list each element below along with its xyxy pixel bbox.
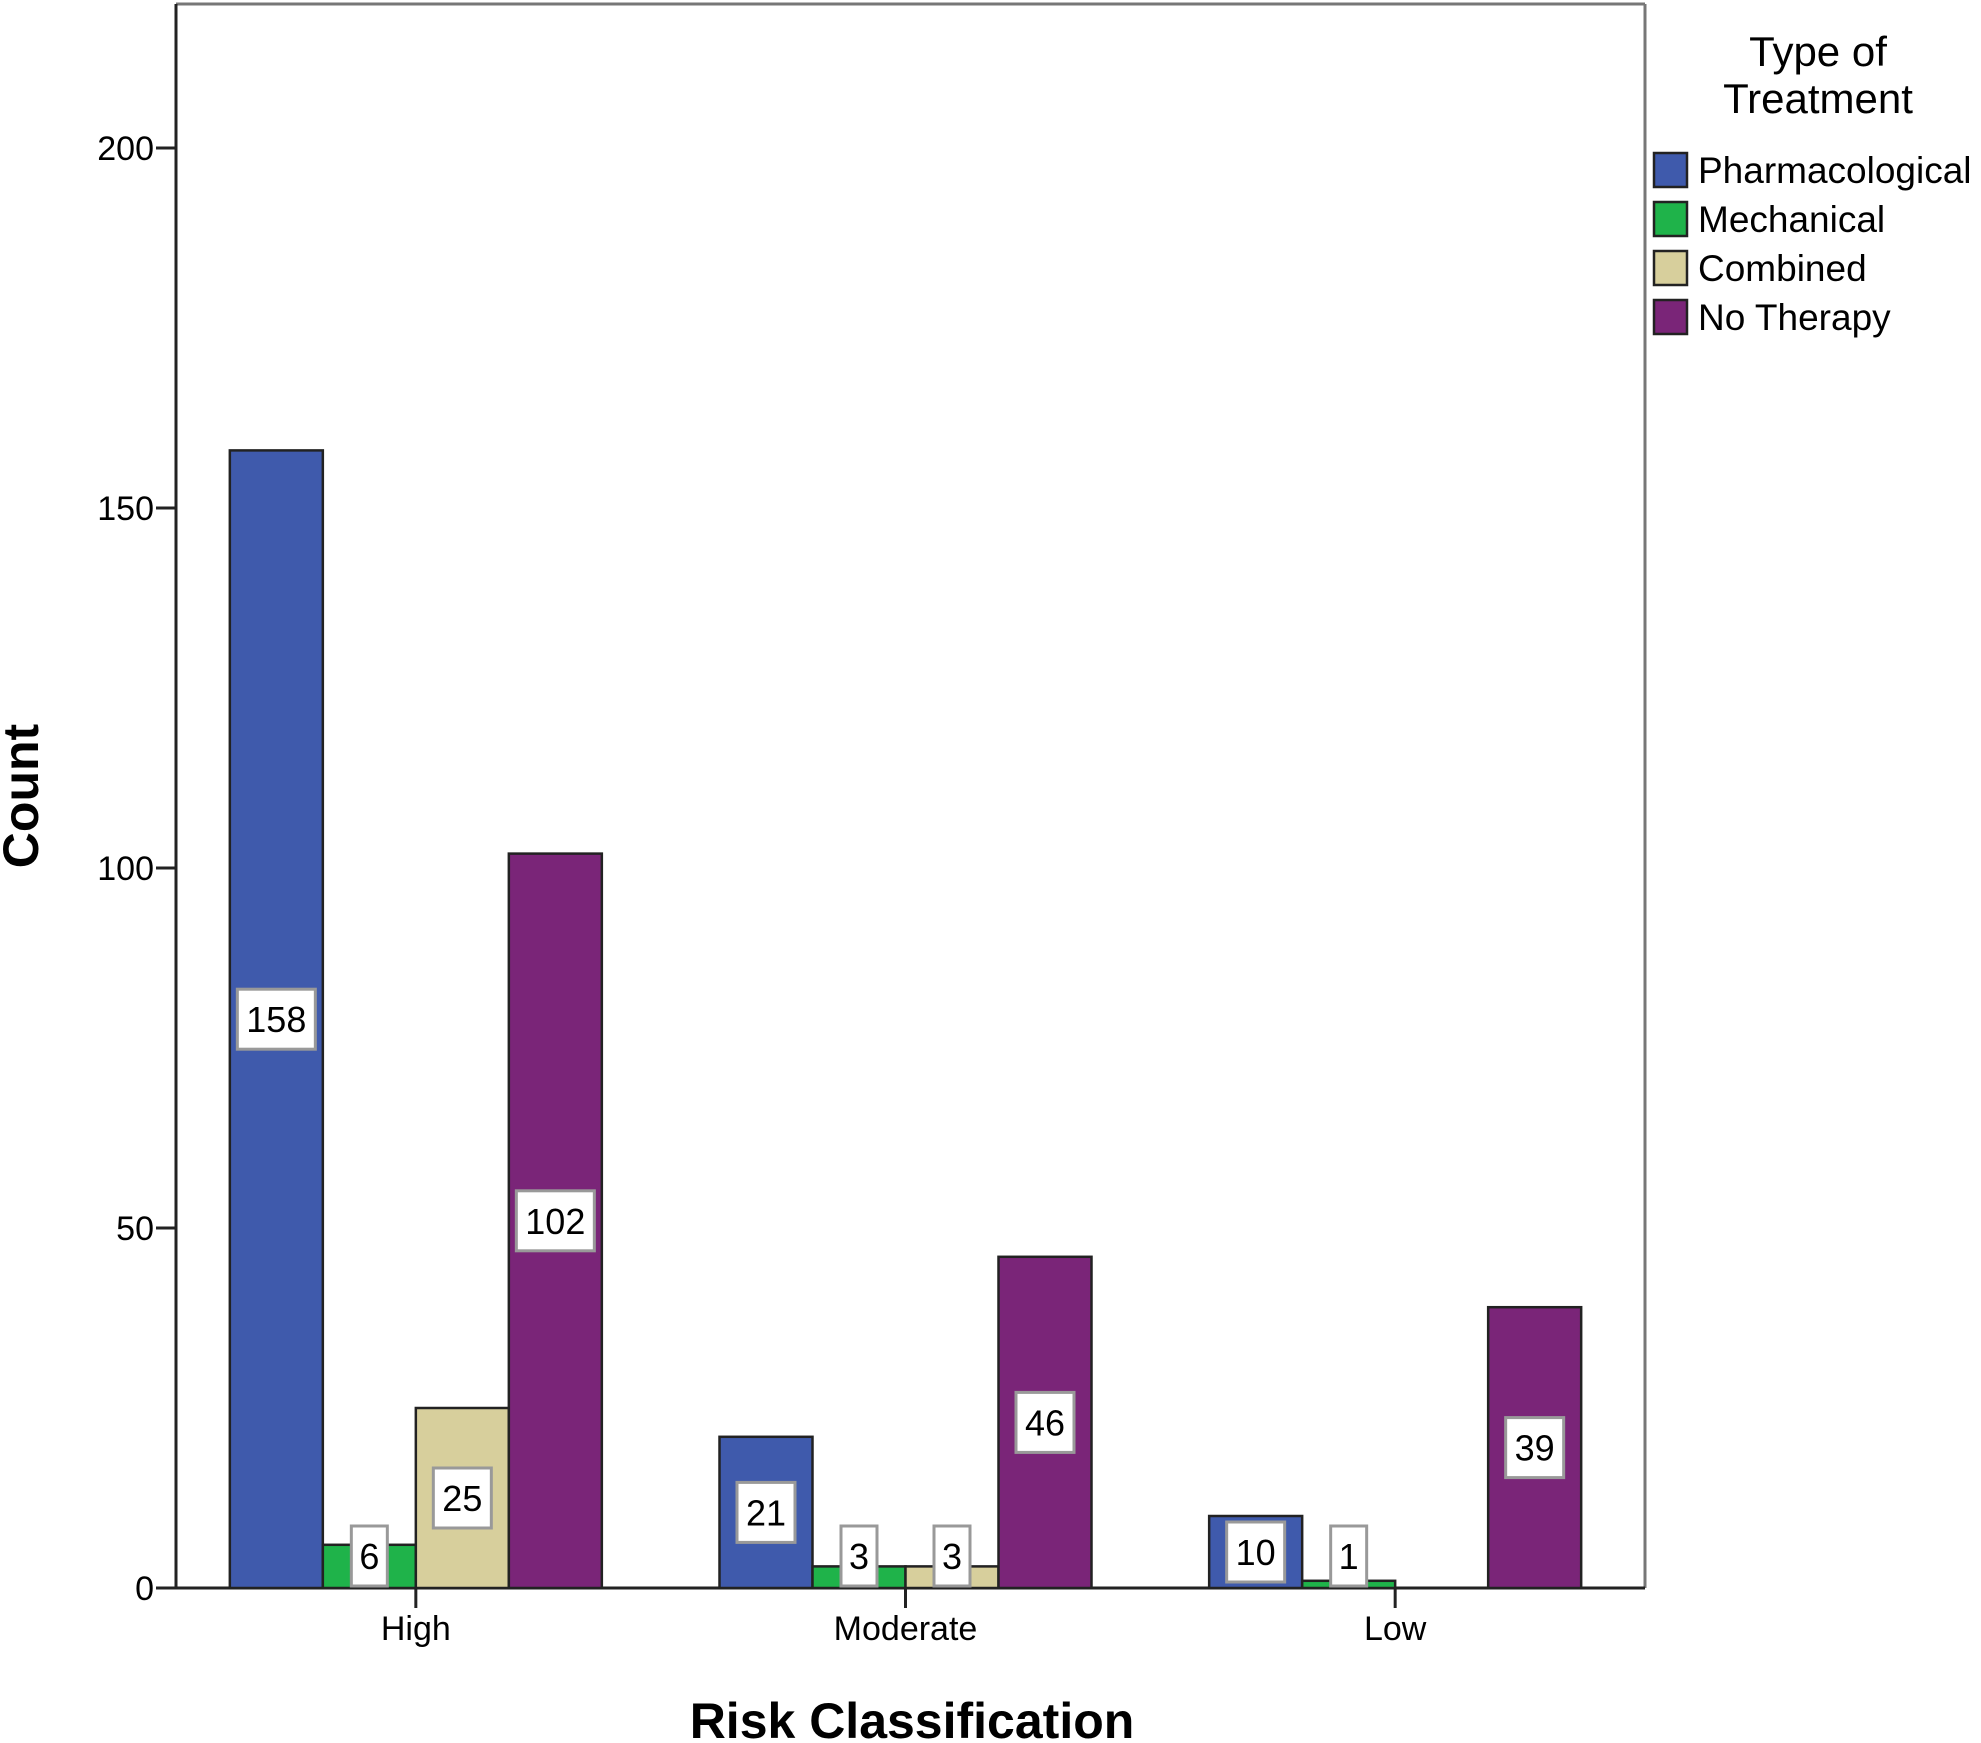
legend-items: Pharmacological Mechanical Combined No Ther… (1652, 150, 1972, 338)
x-tick-label: Moderate (834, 1610, 978, 1648)
data-label: 39 (1515, 1428, 1555, 1469)
data-label-box (839, 1524, 879, 1588)
data-label-box (1504, 1416, 1566, 1480)
y-tick-label: 200 (97, 130, 154, 168)
legend-swatch (1652, 151, 1689, 189)
data-labels: 158 6 25 102 21 3 3 46 10 1 39 (235, 987, 1566, 1588)
data-label-box (1329, 1524, 1369, 1588)
data-label: 46 (1025, 1402, 1065, 1443)
y-tick-label: 50 (116, 1210, 154, 1248)
legend-label: Pharmacological (1698, 150, 1972, 191)
data-label-box (514, 1189, 596, 1253)
bar (414, 1406, 511, 1590)
data-label-box (932, 1524, 972, 1588)
legend-label: Combined (1698, 248, 1867, 289)
legend: Type of Treatment Pharmacological Mechani… (1652, 28, 1972, 338)
data-label: 1 (1339, 1536, 1359, 1577)
legend-swatch (1652, 249, 1689, 287)
data-label: 102 (525, 1201, 585, 1242)
data-label: 25 (442, 1478, 482, 1519)
y-axis-title: Count (0, 723, 49, 868)
bars (228, 449, 1583, 1590)
x-tick-label: High (381, 1610, 451, 1648)
data-label-box (431, 1466, 493, 1530)
legend-swatch (1652, 200, 1689, 238)
x-axis: High Moderate Low (381, 1588, 1427, 1648)
x-tick-label: Low (1364, 1610, 1427, 1648)
legend-label: Mechanical (1698, 199, 1885, 240)
data-label-box (1225, 1520, 1287, 1584)
data-label: 6 (359, 1536, 379, 1577)
data-label-box (735, 1480, 797, 1544)
plot-frame (174, 2, 1647, 1590)
y-axis: 0 50 100 150 200 (97, 130, 176, 1608)
data-label: 158 (246, 999, 306, 1040)
data-label-box (235, 987, 317, 1051)
data-label: 3 (849, 1536, 869, 1577)
y-tick-label: 100 (97, 850, 154, 888)
data-label: 21 (746, 1492, 786, 1533)
x-axis-title: Risk Classification (690, 1693, 1135, 1743)
data-label-box (349, 1524, 389, 1588)
data-label: 10 (1236, 1532, 1276, 1573)
legend-title-line-2: Treatment (1723, 75, 1913, 122)
data-label: 3 (942, 1536, 962, 1577)
y-tick-label: 0 (135, 1570, 154, 1608)
legend-label: No Therapy (1698, 297, 1891, 338)
legend-title-line-1: Type of (1749, 28, 1887, 75)
legend-swatch (1652, 298, 1689, 336)
data-label-box (1014, 1390, 1076, 1454)
y-tick-label: 150 (97, 490, 154, 528)
